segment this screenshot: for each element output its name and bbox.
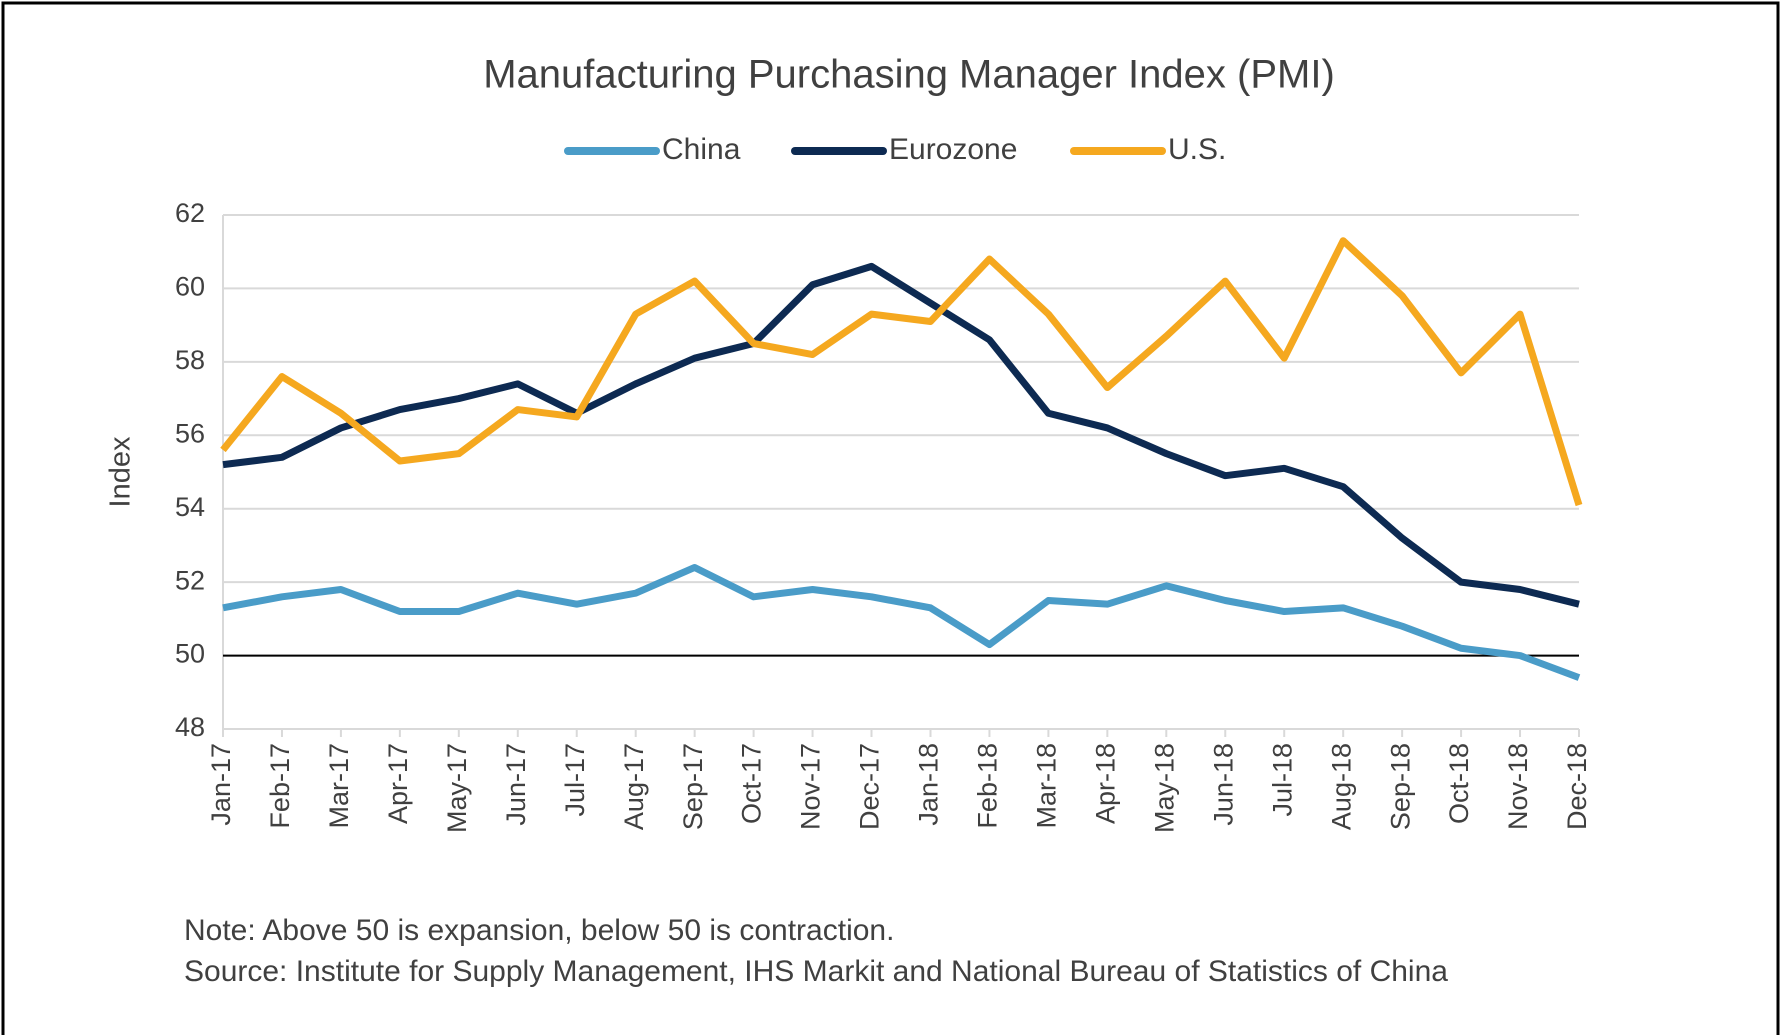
x-tick-label: May-18 <box>1149 743 1179 833</box>
y-tick-label: 58 <box>175 345 205 375</box>
y-tick-label: 50 <box>175 639 205 669</box>
x-tick-label: Aug-18 <box>1326 743 1356 830</box>
y-tick-label: 54 <box>175 492 205 522</box>
series-line <box>220 237 1583 507</box>
x-tick-label: Feb-18 <box>973 743 1003 829</box>
legend-label: China <box>662 133 741 166</box>
x-tick-label: Jul-17 <box>560 743 590 817</box>
x-tick-label: Oct-18 <box>1444 743 1474 824</box>
x-tick-label: Sep-17 <box>678 743 708 830</box>
x-tick-label: Dec-17 <box>855 743 885 830</box>
note: Source: Institute for Supply Management,… <box>184 955 1448 988</box>
x-tick-label: Dec-18 <box>1562 743 1592 830</box>
x-tick-label: Mar-18 <box>1032 743 1062 829</box>
y-tick-label: 52 <box>175 565 205 595</box>
x-tick-label: Nov-17 <box>796 743 826 830</box>
legend-label: U.S. <box>1168 133 1226 166</box>
x-tick-label: Oct-17 <box>737 743 767 824</box>
y-tick-label: 48 <box>175 712 205 742</box>
x-tick-label: Jan-18 <box>914 743 944 826</box>
series-line <box>222 563 1581 681</box>
x-tick-label: Aug-17 <box>619 743 649 830</box>
chart-title: Manufacturing Purchasing Manager Index (… <box>483 53 1335 97</box>
x-tick-label: Apr-18 <box>1090 743 1120 824</box>
x-tick-label: Jan-17 <box>206 743 236 826</box>
y-tick-label: 62 <box>175 198 205 228</box>
x-tick-label: Sep-18 <box>1385 743 1415 830</box>
y-axis-label: Index <box>105 436 137 507</box>
x-tick-label: Apr-17 <box>383 743 413 824</box>
y-tick-label: 56 <box>175 418 205 448</box>
x-tick-label: Jun-18 <box>1208 743 1238 826</box>
legend-label: Eurozone <box>889 133 1017 166</box>
x-tick-label: Nov-18 <box>1503 743 1533 830</box>
x-tick-label: Jun-17 <box>501 743 531 826</box>
x-tick-label: Feb-17 <box>265 743 295 829</box>
y-tick-label: 60 <box>175 272 205 302</box>
series-line <box>222 262 1580 608</box>
x-tick-label: Mar-17 <box>324 743 354 829</box>
x-tick-label: May-17 <box>442 743 472 833</box>
note: Note: Above 50 is expansion, below 50 is… <box>184 914 895 947</box>
x-tick-label: Jul-18 <box>1267 743 1297 817</box>
notes: Note: Above 50 is expansion, below 50 is… <box>184 910 1584 992</box>
